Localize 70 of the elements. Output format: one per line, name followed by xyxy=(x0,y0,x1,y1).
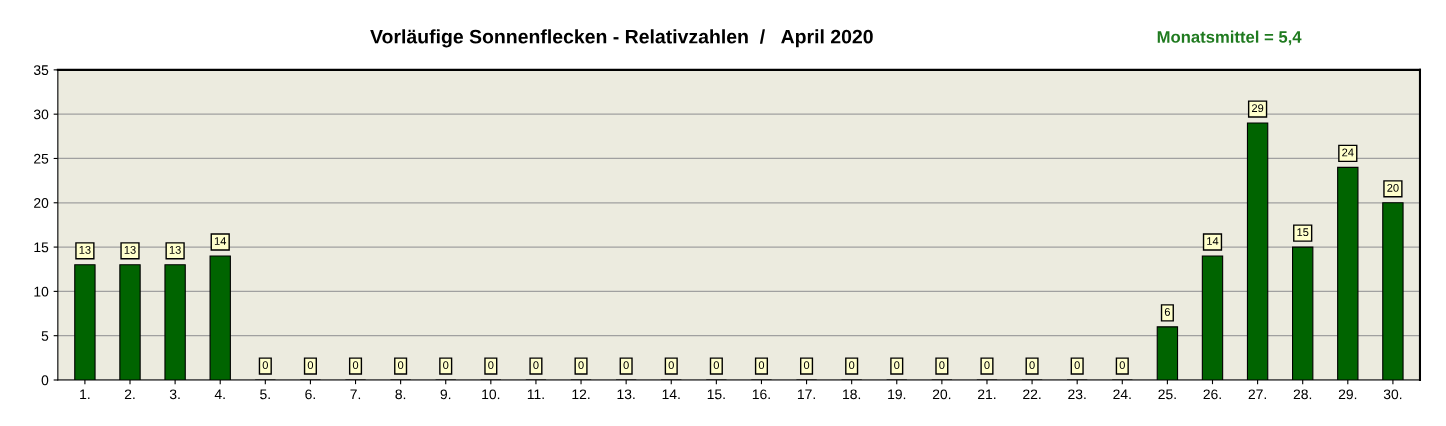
x-tick-label: 23. xyxy=(1068,389,1086,400)
x-tick-label: 20. xyxy=(932,389,951,400)
y-tick-label: 25 xyxy=(34,153,49,164)
data-label: 13 xyxy=(124,245,136,254)
data-label: 6 xyxy=(1164,307,1170,316)
data-label: 14 xyxy=(214,237,227,245)
x-tick-label: 24. xyxy=(1113,389,1131,400)
data-label: 0 xyxy=(668,361,674,370)
x-tick-label: 19. xyxy=(888,389,906,400)
x-tick-label: 25. xyxy=(1158,389,1176,400)
data-label: 0 xyxy=(1029,361,1035,370)
data-label: 0 xyxy=(623,361,629,370)
y-tick-label: 35 xyxy=(33,65,49,76)
y-tick-label: 15 xyxy=(34,242,49,253)
x-tick-label: 7. xyxy=(350,389,361,400)
x-tick-label: 29. xyxy=(1338,389,1357,400)
x-tick-label: 22. xyxy=(1023,389,1041,400)
x-tick-label: 4. xyxy=(214,389,225,400)
x-tick-label: 26. xyxy=(1203,389,1221,400)
data-label: 13 xyxy=(79,245,91,254)
y-tick-label: 0 xyxy=(41,375,49,386)
y-tick-label: 5 xyxy=(41,331,49,341)
data-label: 0 xyxy=(894,361,900,370)
x-tick-label: 17. xyxy=(797,389,815,400)
data-label: 0 xyxy=(578,361,584,370)
x-tick-label: 15. xyxy=(707,389,725,400)
x-tick-label: 2. xyxy=(124,389,135,400)
data-label: 0 xyxy=(443,361,449,370)
data-label: 0 xyxy=(533,361,539,370)
data-label: 0 xyxy=(488,361,494,370)
data-label: 0 xyxy=(397,361,404,370)
data-label: 0 xyxy=(1074,361,1080,370)
data-label: 0 xyxy=(352,361,359,370)
x-tick-label: 12. xyxy=(572,389,590,400)
x-tick-label: 11. xyxy=(527,389,544,400)
y-tick-label: 10 xyxy=(34,286,49,297)
data-label: 24 xyxy=(1342,148,1354,157)
x-tick-label: 1. xyxy=(80,389,90,400)
x-tick-label: 28. xyxy=(1293,389,1312,400)
data-label: 0 xyxy=(984,361,990,370)
data-label: 0 xyxy=(1119,361,1125,370)
data-label: 0 xyxy=(262,361,268,370)
data-label: 0 xyxy=(307,361,314,370)
y-tick-label: 20 xyxy=(34,198,49,208)
data-label: 0 xyxy=(803,361,810,370)
x-tick-label: 3. xyxy=(169,389,180,400)
x-tick-label: 16. xyxy=(752,389,770,400)
chart-title: Vorläufige Sonnenflecken - Relativzahlen / April 2020 xyxy=(370,29,873,48)
x-tick-label: 18. xyxy=(843,389,861,400)
data-label: 0 xyxy=(713,361,720,370)
data-label: 20 xyxy=(1387,183,1399,192)
text: Monatsmittel = 5,4 xyxy=(1157,30,1302,46)
data-label: 0 xyxy=(849,361,855,370)
x-tick-label: 8. xyxy=(395,389,406,400)
x-tick-label: 10. xyxy=(482,389,500,400)
data-label: 13 xyxy=(169,245,181,254)
x-tick-label: 13. xyxy=(617,389,635,400)
data-label: 0 xyxy=(758,361,765,370)
x-tick-label: 14. xyxy=(662,389,680,400)
x-tick-label: 30. xyxy=(1383,389,1402,400)
x-tick-label: 5. xyxy=(260,389,270,400)
x-tick-label: 21. xyxy=(978,389,996,400)
x-tick-label: 9. xyxy=(440,389,451,400)
data-label: 29 xyxy=(1251,104,1264,113)
data-label: 0 xyxy=(939,361,945,370)
x-tick-label: 27. xyxy=(1248,389,1266,400)
data-label: 14 xyxy=(1207,237,1219,245)
y-tick-label: 30 xyxy=(33,109,49,120)
x-tick-label: 6. xyxy=(305,389,315,400)
data-label: 15 xyxy=(1297,228,1309,237)
